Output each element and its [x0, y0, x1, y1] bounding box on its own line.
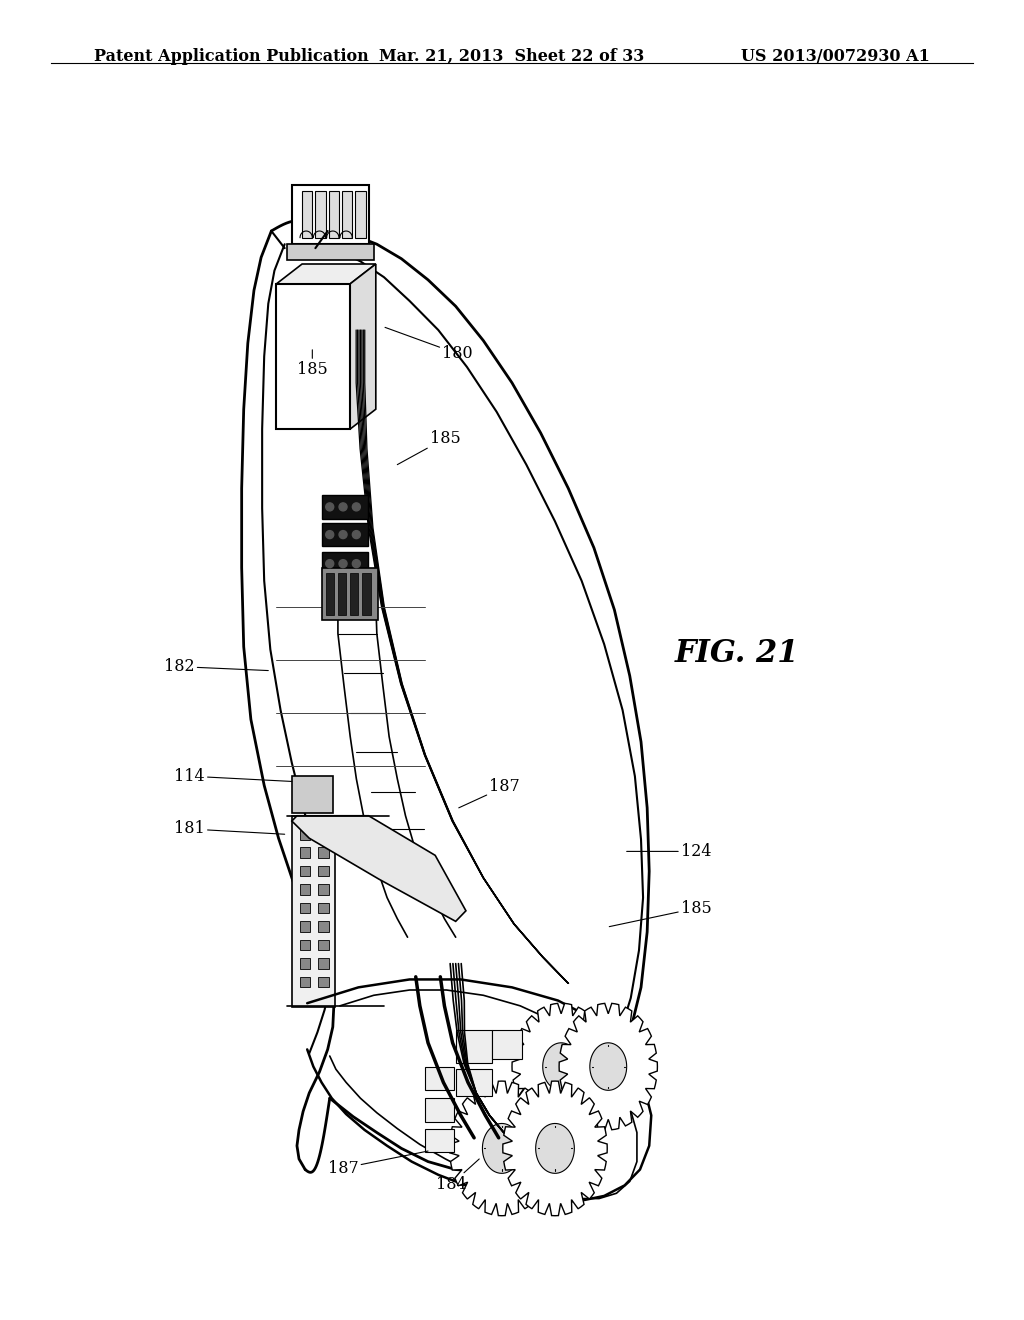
Polygon shape	[450, 1081, 554, 1216]
Circle shape	[339, 560, 347, 568]
Polygon shape	[276, 264, 376, 284]
Polygon shape	[559, 1003, 657, 1130]
Polygon shape	[300, 958, 310, 969]
Polygon shape	[590, 1043, 627, 1090]
Polygon shape	[300, 940, 310, 950]
Circle shape	[352, 560, 360, 568]
Polygon shape	[292, 776, 333, 813]
Polygon shape	[292, 185, 369, 244]
Text: 185: 185	[397, 430, 461, 465]
Polygon shape	[300, 921, 310, 932]
Polygon shape	[302, 191, 312, 238]
Text: 187: 187	[459, 779, 520, 808]
Polygon shape	[326, 573, 334, 615]
Polygon shape	[318, 977, 329, 987]
Polygon shape	[350, 264, 376, 429]
Text: 181: 181	[174, 821, 285, 837]
Polygon shape	[322, 568, 378, 620]
Text: 185: 185	[609, 900, 712, 927]
Polygon shape	[315, 191, 326, 238]
Polygon shape	[318, 921, 329, 932]
Text: Mar. 21, 2013  Sheet 22 of 33: Mar. 21, 2013 Sheet 22 of 33	[379, 48, 645, 65]
Circle shape	[339, 531, 347, 539]
Text: Patent Application Publication: Patent Application Publication	[94, 48, 369, 65]
Circle shape	[326, 503, 334, 511]
Polygon shape	[329, 191, 339, 238]
Circle shape	[352, 531, 360, 539]
Polygon shape	[425, 1067, 454, 1090]
Polygon shape	[543, 1043, 580, 1090]
Polygon shape	[318, 884, 329, 895]
Text: 184: 184	[436, 1159, 479, 1192]
Polygon shape	[300, 884, 310, 895]
Polygon shape	[322, 552, 368, 576]
Polygon shape	[292, 816, 335, 1007]
Polygon shape	[287, 244, 374, 260]
Text: 187: 187	[328, 1151, 428, 1176]
Polygon shape	[318, 903, 329, 913]
Text: 114: 114	[174, 768, 292, 784]
Text: 124: 124	[627, 843, 712, 859]
Polygon shape	[322, 495, 368, 519]
Polygon shape	[425, 1129, 454, 1152]
Polygon shape	[492, 1030, 522, 1059]
Circle shape	[339, 503, 347, 511]
Text: FIG. 21: FIG. 21	[675, 638, 800, 669]
Circle shape	[326, 560, 334, 568]
Circle shape	[352, 503, 360, 511]
Polygon shape	[300, 847, 310, 858]
Polygon shape	[456, 1069, 492, 1096]
Polygon shape	[300, 977, 310, 987]
Polygon shape	[350, 573, 358, 615]
Polygon shape	[342, 191, 352, 238]
Text: 182: 182	[164, 659, 268, 675]
Polygon shape	[503, 1081, 607, 1216]
Polygon shape	[292, 816, 466, 921]
Polygon shape	[355, 191, 366, 238]
Text: US 2013/0072930 A1: US 2013/0072930 A1	[741, 48, 930, 65]
Polygon shape	[338, 573, 346, 615]
Polygon shape	[318, 866, 329, 876]
Polygon shape	[300, 829, 310, 840]
Polygon shape	[300, 903, 310, 913]
Polygon shape	[536, 1123, 574, 1173]
Polygon shape	[318, 940, 329, 950]
Text: 180: 180	[385, 327, 473, 362]
Polygon shape	[425, 1098, 454, 1122]
Circle shape	[326, 531, 334, 539]
Text: 185: 185	[297, 350, 328, 378]
Polygon shape	[318, 847, 329, 858]
Polygon shape	[318, 958, 329, 969]
Polygon shape	[456, 1030, 492, 1063]
Polygon shape	[362, 573, 371, 615]
Polygon shape	[318, 829, 329, 840]
Polygon shape	[276, 284, 350, 429]
Polygon shape	[300, 866, 310, 876]
Polygon shape	[482, 1123, 521, 1173]
Polygon shape	[322, 523, 368, 546]
Polygon shape	[512, 1003, 610, 1130]
